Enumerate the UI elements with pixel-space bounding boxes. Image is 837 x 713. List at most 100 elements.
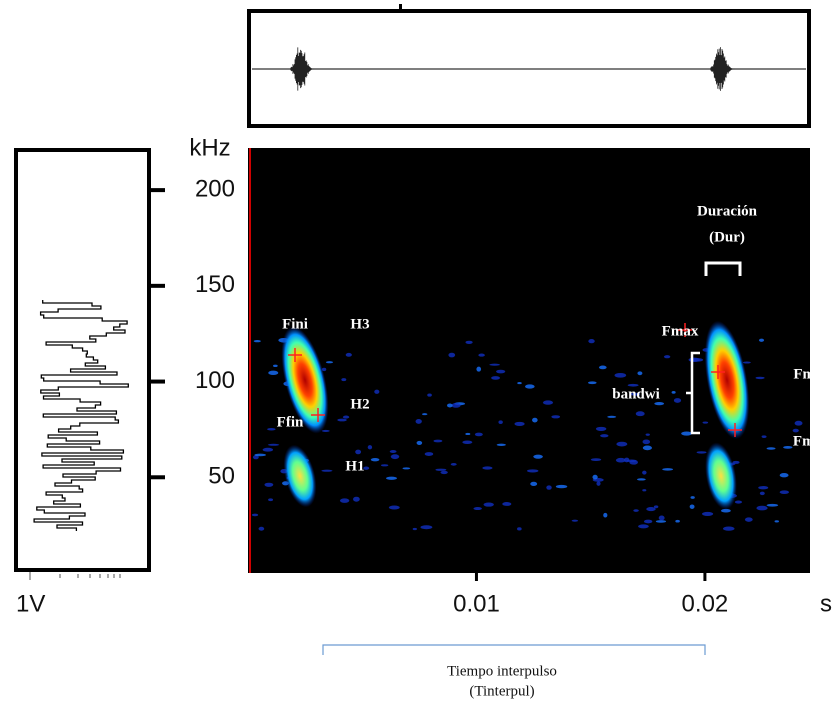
- annotation: H2: [350, 396, 369, 412]
- speck: [587, 381, 597, 385]
- speck: [662, 468, 674, 471]
- speck: [491, 376, 500, 380]
- speck: [732, 460, 740, 464]
- speck: [273, 364, 278, 367]
- speck: [402, 467, 411, 470]
- speck: [370, 458, 380, 462]
- speck: [252, 455, 259, 460]
- speck: [624, 457, 630, 463]
- speck: [758, 486, 769, 490]
- speck: [424, 452, 434, 457]
- speck: [646, 507, 656, 512]
- speck: [689, 504, 695, 509]
- speck: [525, 384, 535, 389]
- speck: [598, 365, 607, 370]
- speck: [264, 482, 274, 487]
- speck: [629, 459, 638, 465]
- speck: [603, 512, 608, 518]
- speck: [447, 403, 453, 408]
- speck: [514, 421, 525, 427]
- speck: [630, 392, 641, 396]
- speck: [633, 509, 639, 512]
- speck: [416, 440, 423, 446]
- speck: [636, 478, 646, 481]
- speck: [596, 481, 601, 486]
- speck: [783, 446, 793, 449]
- speck: [642, 445, 652, 451]
- annotation: H3: [350, 316, 369, 332]
- speck: [421, 413, 428, 416]
- speck: [701, 511, 714, 516]
- speck: [353, 496, 360, 502]
- speck: [268, 370, 279, 375]
- speck: [262, 447, 274, 452]
- speck: [321, 429, 330, 432]
- speck: [465, 432, 471, 436]
- interpulse-abbr: (Tinterpul): [469, 683, 534, 699]
- speck: [532, 417, 538, 423]
- speck: [267, 443, 280, 446]
- speck: [696, 451, 707, 454]
- speck: [654, 402, 665, 406]
- speck: [474, 432, 483, 437]
- x-tick-label: 0.01: [453, 590, 500, 617]
- speck: [637, 371, 643, 376]
- speck: [616, 441, 628, 447]
- speck: [465, 340, 473, 344]
- speck: [600, 434, 609, 438]
- speck: [645, 433, 650, 436]
- annotation: (Dur): [709, 229, 745, 245]
- speck: [779, 490, 789, 495]
- speck: [526, 469, 539, 473]
- speck: [607, 415, 617, 418]
- amplitude-frame: [14, 148, 151, 572]
- speck: [759, 491, 765, 496]
- speck: [766, 447, 776, 450]
- marker: [399, 4, 402, 10]
- annotation: Fmin: [793, 433, 828, 449]
- y-tick-label: 50: [208, 463, 235, 490]
- speck: [496, 443, 506, 446]
- burst: [290, 47, 318, 91]
- speck: [342, 415, 350, 419]
- speck: [779, 472, 789, 478]
- speck: [339, 498, 350, 503]
- speck: [592, 474, 598, 480]
- speck: [502, 502, 512, 506]
- annotation: bandwi: [612, 386, 660, 402]
- speck: [363, 466, 370, 470]
- speck: [440, 470, 448, 475]
- speck: [412, 527, 417, 531]
- speck: [546, 485, 552, 490]
- speck: [658, 515, 665, 521]
- speck: [496, 369, 506, 374]
- speck: [643, 519, 653, 524]
- speck: [476, 366, 482, 372]
- speck: [254, 453, 267, 457]
- speck: [530, 481, 538, 486]
- speck: [742, 361, 751, 364]
- speck: [653, 505, 659, 509]
- speck: [478, 353, 485, 357]
- speck: [448, 352, 456, 358]
- speck: [755, 376, 765, 380]
- power-spectrum: [33, 300, 129, 531]
- speck: [533, 454, 543, 459]
- y-unit: kHz: [189, 134, 230, 161]
- annotation: Fini: [282, 316, 308, 332]
- speck: [337, 418, 347, 422]
- annotation: Fmaxe: [793, 366, 837, 382]
- speck: [253, 340, 261, 343]
- y-tick-label: 200: [195, 175, 235, 202]
- duration-bracket: [704, 261, 742, 276]
- speck: [638, 524, 649, 529]
- speck: [517, 382, 522, 385]
- speck: [433, 439, 443, 443]
- speck: [389, 450, 397, 453]
- speck: [415, 419, 422, 424]
- speck: [251, 513, 259, 517]
- log-ticks: [29, 572, 121, 580]
- speck: [498, 420, 503, 425]
- pulses: [281, 320, 750, 510]
